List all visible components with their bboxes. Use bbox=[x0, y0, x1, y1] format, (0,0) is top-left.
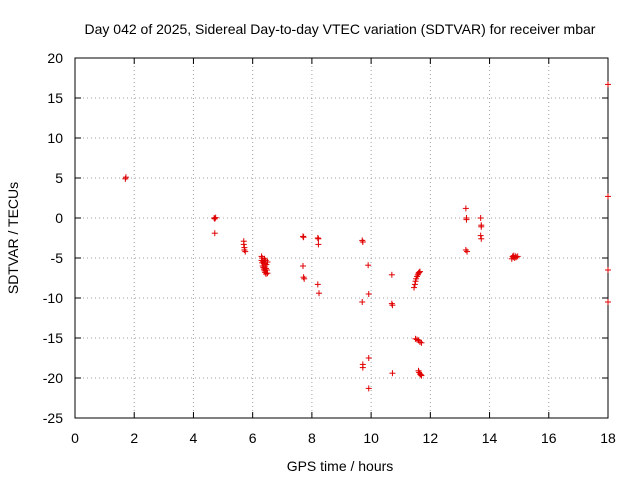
x-tick-label: 8 bbox=[308, 430, 316, 446]
data-point bbox=[365, 355, 372, 361]
data-point bbox=[300, 234, 307, 241]
data-point bbox=[242, 248, 249, 255]
data-point bbox=[418, 372, 425, 379]
data-point bbox=[365, 262, 372, 269]
x-axis-label: GPS time / hours bbox=[287, 458, 394, 474]
data-point bbox=[264, 259, 271, 265]
data-point bbox=[263, 267, 270, 273]
x-tick-label: 6 bbox=[249, 430, 257, 446]
data-point bbox=[605, 299, 611, 305]
data-point bbox=[359, 239, 366, 245]
data-point bbox=[211, 230, 218, 237]
y-tick-label: 20 bbox=[47, 50, 63, 66]
data-point bbox=[262, 271, 269, 277]
y-tick-label: 10 bbox=[47, 130, 63, 146]
data-point bbox=[416, 269, 423, 276]
data-point bbox=[211, 215, 218, 222]
x-tick-label: 4 bbox=[190, 430, 198, 446]
data-point bbox=[264, 270, 271, 277]
data-point bbox=[315, 241, 322, 248]
data-point bbox=[122, 174, 129, 181]
grid-lines bbox=[75, 58, 608, 418]
data-point bbox=[365, 291, 372, 297]
data-point bbox=[416, 339, 423, 345]
y-tick-label: 5 bbox=[55, 170, 63, 186]
data-point bbox=[300, 263, 307, 269]
x-tick-label: 2 bbox=[130, 430, 138, 446]
data-point bbox=[513, 254, 520, 261]
data-point bbox=[478, 235, 485, 242]
y-tick-label: -20 bbox=[43, 370, 63, 386]
x-tick-label: 14 bbox=[482, 430, 498, 446]
data-point bbox=[240, 241, 247, 248]
data-point bbox=[314, 281, 321, 288]
data-point bbox=[514, 253, 521, 260]
data-point bbox=[389, 302, 396, 309]
data-point bbox=[411, 281, 418, 288]
data-point bbox=[315, 235, 322, 242]
data-point bbox=[300, 274, 307, 281]
data-point bbox=[605, 267, 611, 273]
data-point bbox=[463, 216, 470, 223]
plot-frame bbox=[74, 57, 609, 419]
data-point bbox=[605, 193, 611, 200]
y-tick-label: -10 bbox=[43, 290, 63, 306]
data-point bbox=[388, 271, 395, 278]
y-axis-label: SDTVAR / TECUs bbox=[5, 182, 21, 294]
data-point bbox=[411, 284, 418, 291]
data-point bbox=[389, 370, 396, 377]
y-tick-label: 0 bbox=[55, 210, 63, 226]
data-point bbox=[300, 233, 307, 240]
data-point bbox=[477, 215, 484, 221]
x-tick-label: 16 bbox=[541, 430, 557, 446]
data-point bbox=[462, 205, 469, 212]
x-tick-label: 10 bbox=[363, 430, 379, 446]
axis-ticks: 0 2 4 6 8 10 12 14 16 18 20 15 10 5 0 -5 -10 -15 -20 -25 bbox=[43, 50, 616, 446]
data-point bbox=[314, 235, 321, 241]
data-point bbox=[418, 339, 425, 346]
data-point bbox=[315, 290, 322, 297]
data-point bbox=[359, 299, 366, 305]
data-point bbox=[301, 275, 308, 282]
data-points bbox=[122, 81, 611, 392]
data-point bbox=[359, 364, 366, 371]
x-tick-label: 12 bbox=[423, 430, 439, 446]
y-tick-label: 15 bbox=[47, 90, 63, 106]
y-tick-label: -25 bbox=[43, 410, 63, 426]
x-tick-label: 0 bbox=[71, 430, 79, 446]
data-point bbox=[477, 232, 484, 239]
data-point bbox=[478, 223, 485, 230]
data-point bbox=[464, 248, 471, 255]
chart-title: Day 042 of 2025, Sidereal Day-to-day VTE… bbox=[85, 21, 596, 37]
data-point bbox=[417, 371, 424, 378]
data-point bbox=[212, 214, 219, 221]
data-point bbox=[605, 81, 611, 88]
y-tick-label: -15 bbox=[43, 330, 63, 346]
x-tick-label: 18 bbox=[600, 430, 616, 446]
y-tick-label: -5 bbox=[51, 250, 64, 266]
data-point bbox=[416, 268, 423, 275]
data-point bbox=[365, 385, 372, 392]
